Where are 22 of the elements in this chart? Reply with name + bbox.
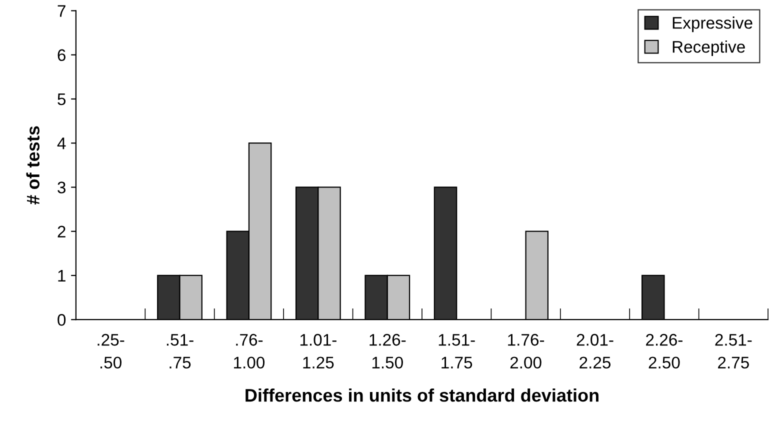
- x-tick-label: .25- .50: [98, 334, 124, 369]
- legend-label: Receptive: [672, 40, 745, 56]
- y-tick-label: 2: [58, 226, 66, 238]
- x-tick-label: 1.01- 1.25: [300, 334, 336, 369]
- legend-label: Expressive: [672, 16, 752, 32]
- x-tick-label: 1.51- 1.75: [438, 334, 475, 369]
- x-tick-label: 2.26- 2.50: [646, 334, 682, 369]
- y-tick-label: 5: [58, 94, 66, 106]
- y-tick-label: 3: [58, 182, 66, 194]
- y-tick-label: 6: [58, 49, 66, 62]
- x-tick-label: .51- .75: [166, 334, 194, 369]
- y-tick-label: 1: [58, 270, 66, 282]
- y-tick-label: 0: [58, 314, 66, 326]
- y-tick-label: 7: [58, 5, 66, 17]
- y-tick-label: 4: [57, 138, 66, 150]
- x-tick-label: 1.26- 1.50: [370, 334, 406, 369]
- x-tick-label: 1.76- 2.00: [508, 334, 544, 369]
- x-tick-label: 2.51- 2.75: [715, 334, 752, 369]
- y-axis-title: # of tests: [26, 126, 40, 204]
- x-axis-title: Differences in units of standard deviation: [246, 388, 598, 402]
- x-tick-label: .76- 1.00: [234, 334, 265, 369]
- x-tick-label: 2.01- 2.25: [576, 334, 614, 369]
